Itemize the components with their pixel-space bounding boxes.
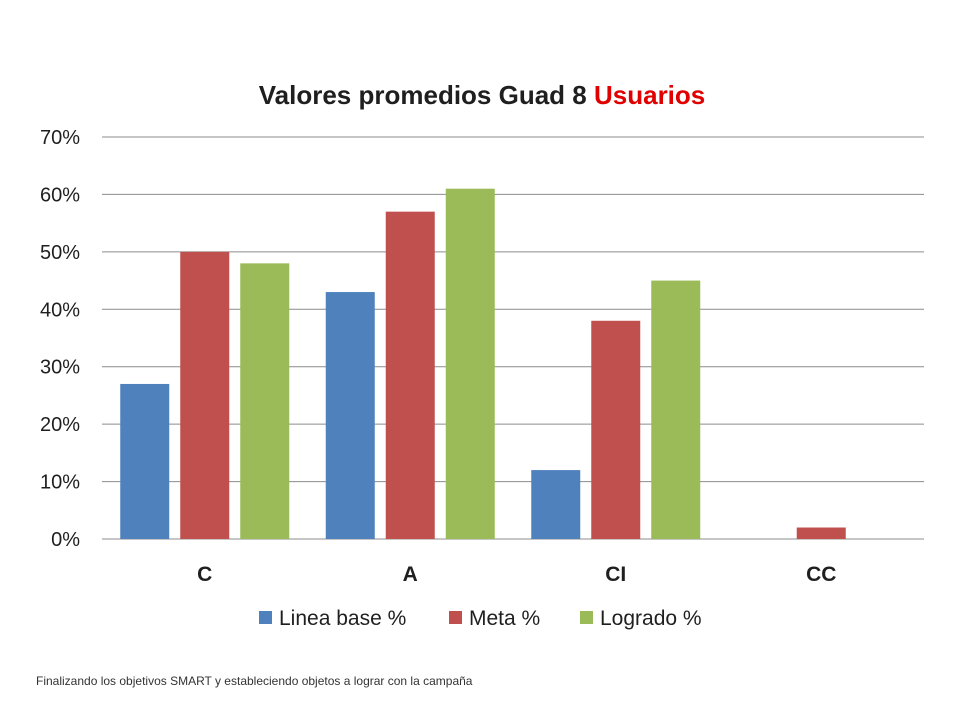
y-tick-label: 40%	[40, 299, 80, 321]
x-category-label: CI	[605, 563, 626, 586]
x-category-label: C	[197, 563, 212, 586]
y-tick-label: 50%	[40, 242, 80, 264]
bar-cc-1	[796, 527, 846, 539]
y-tick-label: 10%	[40, 472, 80, 494]
y-tick-label: 30%	[40, 357, 80, 379]
chart-title-main: Valores promedios Guad 8	[259, 80, 587, 110]
bars	[120, 188, 846, 539]
bar-c-2	[240, 263, 290, 539]
legend-label: Linea base %	[279, 607, 406, 630]
legend: Linea base % Meta % Logrado %	[259, 607, 702, 630]
bar-a-1	[385, 211, 435, 539]
bar-a-0	[325, 292, 375, 539]
chart-title-accent: Usuarios	[594, 80, 705, 110]
footer-caption: Finalizando los objetivos SMART y establ…	[36, 674, 473, 688]
bar-c-1	[180, 251, 230, 539]
legend-label: Logrado %	[600, 607, 702, 630]
x-axis-category-labels: C A CI CC	[197, 563, 836, 586]
x-category-label: A	[403, 563, 418, 586]
chart-title: Valores promedios Guad 8 Usuarios	[259, 80, 706, 110]
bar-ci-0	[531, 470, 581, 539]
x-category-label: CC	[806, 563, 836, 586]
bar-ci-1	[591, 320, 641, 539]
legend-label: Meta %	[469, 607, 540, 630]
legend-swatch	[449, 611, 462, 624]
bar-c-0	[120, 383, 170, 539]
y-tick-label: 0%	[51, 529, 80, 551]
legend-swatch	[259, 611, 272, 624]
gridlines	[102, 136, 924, 540]
y-axis-tick-labels: 0% 10% 20% 30% 40% 50% 60% 70%	[40, 127, 80, 551]
bar-a-2	[445, 188, 495, 539]
y-tick-label: 60%	[40, 184, 80, 206]
bar-ci-2	[651, 280, 701, 539]
y-tick-label: 20%	[40, 414, 80, 436]
legend-swatch	[580, 611, 593, 624]
bar-chart: Valores promedios Guad 8 Usuarios 0% 10% 2…	[40, 80, 924, 630]
y-tick-label: 70%	[40, 127, 80, 149]
